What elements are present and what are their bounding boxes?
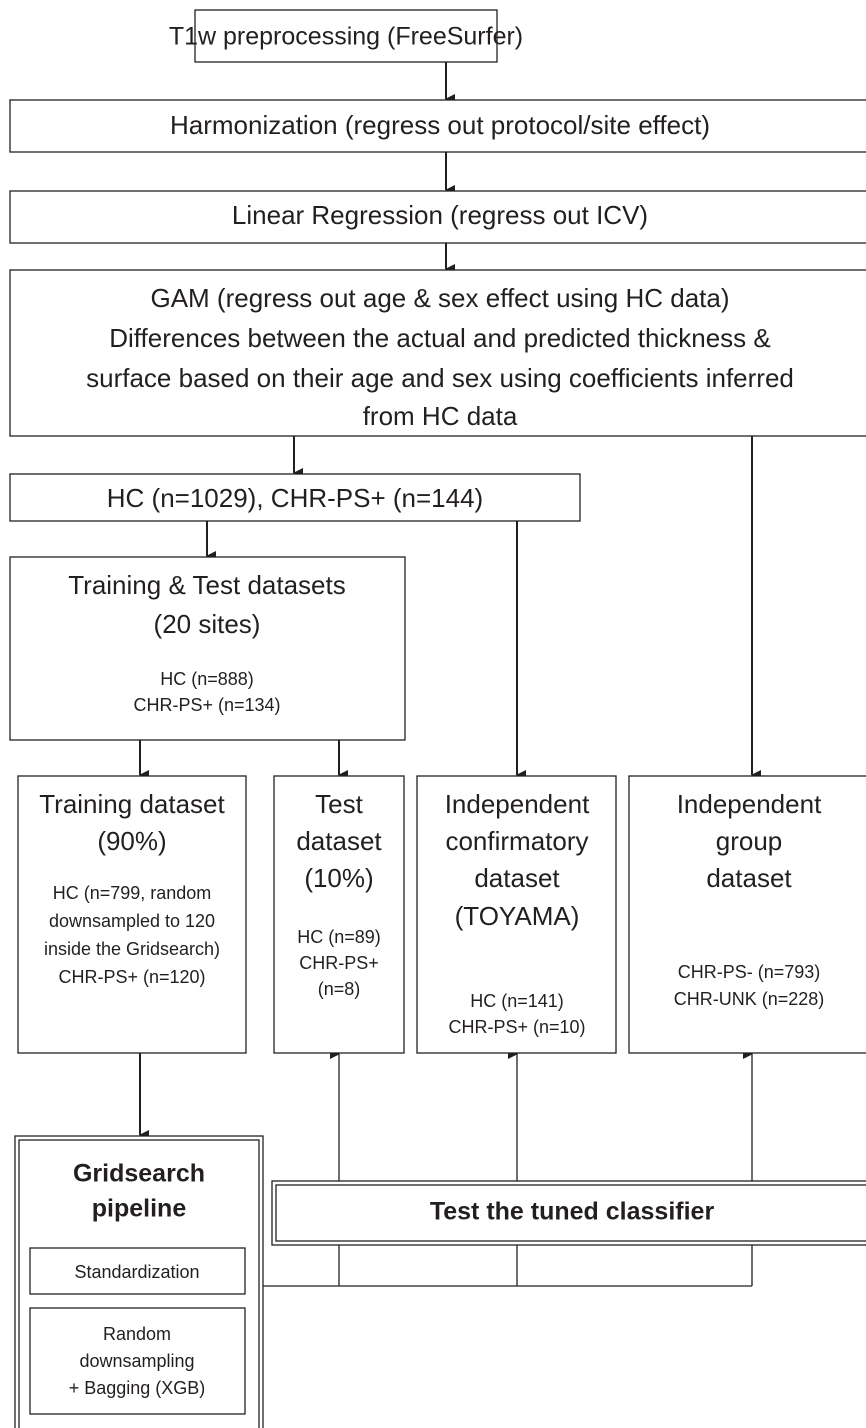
step: Random bbox=[103, 1324, 171, 1344]
detail: HC (n=89) bbox=[297, 927, 381, 947]
step: downsampling bbox=[79, 1351, 194, 1371]
step-box bbox=[29, 1247, 246, 1295]
label: (20 sites) bbox=[154, 609, 261, 639]
label: Training & Test datasets bbox=[68, 570, 345, 600]
box-inner-border bbox=[275, 1184, 866, 1242]
box bbox=[9, 473, 581, 522]
box bbox=[194, 9, 498, 63]
step: Standardization bbox=[74, 1262, 199, 1282]
detail: CHR-PS- (n=793) bbox=[678, 962, 821, 982]
box bbox=[9, 269, 866, 437]
label: from HC data bbox=[363, 401, 518, 431]
box bbox=[416, 775, 617, 1054]
detail: HC (n=141) bbox=[470, 991, 564, 1011]
label: confirmatory bbox=[445, 826, 588, 856]
box bbox=[9, 556, 406, 741]
label: Independent bbox=[445, 789, 590, 819]
detail: HC (n=888) bbox=[160, 669, 254, 689]
label: surface based on their age and sex using… bbox=[86, 363, 794, 393]
detail: CHR-PS+ (n=10) bbox=[448, 1017, 585, 1037]
box bbox=[9, 99, 866, 153]
detail: inside the Gridsearch) bbox=[44, 939, 220, 959]
label: (10%) bbox=[304, 863, 373, 893]
label: Harmonization (regress out protocol/site… bbox=[170, 110, 710, 140]
detail: (n=8) bbox=[318, 979, 361, 999]
label: Linear Regression (regress out ICV) bbox=[232, 200, 648, 230]
detail: CHR-PS+ bbox=[299, 953, 379, 973]
detail: downsampled to 120 bbox=[49, 911, 215, 931]
label: Independent bbox=[677, 789, 822, 819]
box bbox=[17, 775, 247, 1054]
label: HC (n=1029), CHR-PS+ (n=144) bbox=[107, 483, 483, 513]
label: dataset bbox=[706, 863, 792, 893]
detail: CHR-UNK (n=228) bbox=[674, 989, 825, 1009]
label: Gridsearch bbox=[73, 1160, 205, 1188]
label: Test bbox=[315, 789, 363, 819]
label: (TOYAMA) bbox=[455, 901, 580, 931]
label: group bbox=[716, 826, 783, 856]
label: T1w preprocessing (FreeSurfer) bbox=[169, 23, 523, 51]
label: Test the tuned classifier bbox=[430, 1198, 715, 1226]
label: Differences between the actual and predi… bbox=[109, 323, 770, 353]
label: dataset bbox=[474, 863, 560, 893]
detail: CHR-PS+ (n=120) bbox=[58, 967, 205, 987]
label: pipeline bbox=[92, 1195, 187, 1223]
box bbox=[9, 190, 866, 244]
label: dataset bbox=[296, 826, 382, 856]
label: (90%) bbox=[97, 826, 166, 856]
box bbox=[273, 775, 405, 1054]
label: GAM (regress out age & sex effect using … bbox=[150, 283, 729, 313]
step: + Bagging (XGB) bbox=[69, 1378, 206, 1398]
detail: HC (n=799, random bbox=[53, 883, 212, 903]
connectors bbox=[139, 62, 761, 1287]
label: Training dataset bbox=[39, 789, 225, 819]
box bbox=[628, 775, 866, 1054]
detail: CHR-PS+ (n=134) bbox=[133, 695, 280, 715]
step-box bbox=[29, 1307, 246, 1415]
